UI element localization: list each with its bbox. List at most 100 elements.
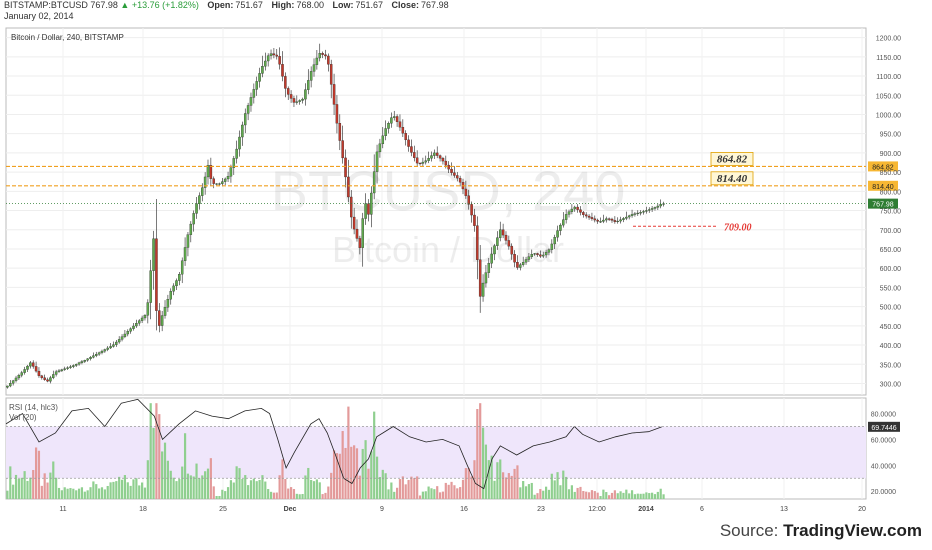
volume-bar xyxy=(381,469,384,499)
candle-body xyxy=(490,253,493,264)
candle-body xyxy=(221,181,224,184)
candle-body xyxy=(636,212,640,214)
volume-bar xyxy=(252,478,255,499)
candle-body xyxy=(57,370,61,372)
candle-body xyxy=(278,56,281,65)
volume-bar xyxy=(57,487,61,499)
candle-body xyxy=(103,349,107,352)
volume-bar xyxy=(166,460,169,499)
volume-bar xyxy=(181,466,184,499)
candle-body xyxy=(633,213,637,215)
volume-bar xyxy=(304,475,307,499)
volume-bar xyxy=(358,475,361,499)
price-tick-label: 1050.00 xyxy=(876,93,901,100)
candle-body xyxy=(106,347,109,350)
volume-bar xyxy=(390,482,393,499)
volume-bar xyxy=(350,446,353,499)
candle-body xyxy=(418,162,422,165)
candle-body xyxy=(622,218,625,220)
main-pane[interactable] xyxy=(5,27,867,396)
volume-bar xyxy=(26,480,29,499)
candle-body xyxy=(553,237,556,245)
candle-body xyxy=(301,98,304,101)
candle-body xyxy=(335,104,339,124)
x-tick-label: 11 xyxy=(59,506,66,513)
candle-body xyxy=(97,352,101,355)
candle-body xyxy=(582,212,585,215)
price-tick-label: 1200.00 xyxy=(876,36,901,43)
rsi-axis[interactable]: 20.0000 40.0000 60.0000 80.0000 69.7446 xyxy=(6,412,900,497)
candle-body xyxy=(152,238,155,271)
price-tick-label: 850.00 xyxy=(880,170,902,177)
volume-bar xyxy=(92,481,95,499)
candle-body xyxy=(318,53,321,59)
candle-body xyxy=(80,361,84,363)
candle-body xyxy=(421,161,425,164)
volume-bar xyxy=(536,493,539,499)
low-value: 751.67 xyxy=(355,0,384,10)
candle-body xyxy=(54,371,58,375)
volume-bar xyxy=(83,491,86,499)
candle-body xyxy=(201,187,204,196)
rsi-tick-label: 80.0000 xyxy=(871,412,896,419)
price-tick-label: 650.00 xyxy=(880,247,902,254)
volume-bar xyxy=(427,486,430,499)
volume-bar xyxy=(396,487,399,499)
volume-bar xyxy=(215,496,218,499)
candle-body xyxy=(481,282,485,297)
volume-bar xyxy=(519,487,522,499)
candle-body xyxy=(650,208,654,210)
candle-body xyxy=(642,211,645,213)
volume-bar xyxy=(275,492,278,499)
volume-bar xyxy=(95,484,98,499)
volume-bar xyxy=(232,482,235,499)
candle-body xyxy=(605,218,608,221)
price-change: ▲ +13.76 (+1.82%) xyxy=(120,0,199,10)
rsi-legend: RSI (14, hlc3) xyxy=(9,403,58,412)
volume-bar xyxy=(496,462,499,499)
candle-body xyxy=(378,143,382,153)
volume-bar xyxy=(235,466,238,499)
candle-body xyxy=(169,291,172,300)
candle-body xyxy=(86,358,89,361)
volume-bar xyxy=(553,480,556,499)
rsi-last-badge-label: 69.7446 xyxy=(871,425,896,432)
candle-body xyxy=(470,204,473,216)
candle-body xyxy=(338,123,342,141)
rsi-tick-label: 20.0000 xyxy=(871,489,896,496)
candle-body xyxy=(516,262,519,268)
candle-body xyxy=(246,105,250,114)
candle-body xyxy=(456,175,459,179)
candle-body xyxy=(129,328,132,332)
support-line-label: 709.00 xyxy=(724,222,752,233)
candle-body xyxy=(375,151,379,172)
volume-bar xyxy=(192,476,195,499)
candle-body xyxy=(392,116,396,118)
candle-body xyxy=(441,158,445,162)
candle-body xyxy=(295,101,299,103)
candle-body xyxy=(427,158,430,161)
price-axis[interactable]: 300.00 350.00 400.00 450.00 500.00 550.00 600.… xyxy=(876,36,901,389)
volume-bar xyxy=(524,486,528,499)
candle-body xyxy=(435,152,439,156)
volume-bar xyxy=(453,485,456,499)
volume-bar xyxy=(473,460,476,499)
volume-bar xyxy=(433,489,436,499)
candle-body xyxy=(60,369,64,371)
candle-body xyxy=(109,346,112,349)
volume-bar xyxy=(75,490,78,499)
candle-body xyxy=(401,127,405,134)
volume-bar xyxy=(605,492,608,499)
volume-bar xyxy=(344,447,347,499)
candle-body xyxy=(315,57,319,65)
volume-bar xyxy=(155,403,158,499)
volume-bar xyxy=(23,471,26,499)
horizontal-lines[interactable]: 864.82 864.82 814.40 814.40 767.98 709.00 xyxy=(6,152,898,233)
candle-body xyxy=(653,207,657,209)
symbol-header: BITSTAMP:BTCUSD 767.98 ▲ +13.76 (+1.82%)… xyxy=(4,0,449,22)
candle-body xyxy=(467,195,470,205)
candle-body xyxy=(332,84,336,105)
candle-body xyxy=(410,146,413,153)
candle-body xyxy=(146,302,150,316)
